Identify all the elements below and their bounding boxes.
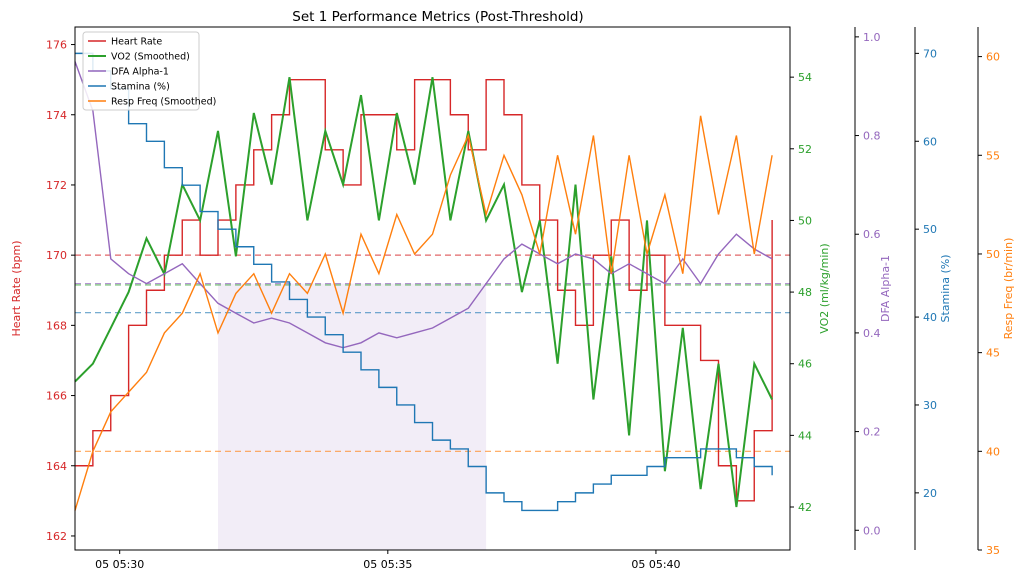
tick-label-stam: 40 bbox=[923, 311, 937, 324]
axis-label-stam: Stamina (%) bbox=[939, 254, 952, 322]
reference-lines bbox=[75, 254, 790, 452]
tick-label-resp: 40 bbox=[986, 445, 1000, 458]
tick-label-resp: 60 bbox=[986, 51, 1000, 64]
axis-label-hr: Heart Rate (bpm) bbox=[10, 240, 23, 336]
tick-label-dfa: 0.2 bbox=[863, 426, 881, 439]
tick-label-dfa: 0.8 bbox=[863, 130, 881, 143]
tick-label-stam: 50 bbox=[923, 223, 937, 236]
tick-label-hr: 174 bbox=[46, 109, 67, 122]
tick-label-vo2: 48 bbox=[798, 286, 812, 299]
series-resp-line bbox=[74, 115, 773, 511]
legend: Heart Rate VO2 (Smoothed) DFA Alpha-1 Stami… bbox=[82, 31, 216, 111]
x-tick-label: 05 05:40 bbox=[631, 558, 680, 571]
tick-label-vo2: 46 bbox=[798, 358, 812, 371]
series-lines bbox=[74, 52, 773, 512]
tick-label-hr: 170 bbox=[46, 249, 67, 262]
tick-label-hr: 166 bbox=[46, 390, 67, 403]
tick-label-hr: 172 bbox=[46, 179, 67, 192]
legend-label-vo2: VO2 (Smoothed) bbox=[111, 52, 190, 63]
legend-box bbox=[82, 31, 200, 111]
legend-label-dfa: DFA Alpha-1 bbox=[111, 67, 169, 78]
tick-label-stam: 20 bbox=[923, 487, 937, 500]
tick-label-hr: 164 bbox=[46, 460, 67, 473]
tick-label-dfa: 0.4 bbox=[863, 327, 881, 340]
tick-label-resp: 55 bbox=[986, 149, 1000, 162]
tick-label-stam: 30 bbox=[923, 399, 937, 412]
series-dfa-line bbox=[74, 61, 773, 349]
tick-label-vo2: 44 bbox=[798, 429, 812, 442]
legend-label-stam: Stamina (%) bbox=[111, 82, 170, 93]
tick-label-hr: 168 bbox=[46, 319, 67, 332]
axes: 162 164 166 168 170 172 174 176 Heart Rate (bpm)… bbox=[10, 27, 1015, 571]
series-stam-line bbox=[75, 52, 773, 512]
tick-label-resp: 35 bbox=[986, 544, 1000, 557]
x-tick-label: 05 05:30 bbox=[95, 558, 144, 571]
chart-title: Set 1 Performance Metrics (Post-Threshol… bbox=[292, 9, 583, 25]
tick-label-dfa: 0.0 bbox=[863, 524, 881, 537]
tick-label-dfa: 1.0 bbox=[863, 31, 881, 44]
tick-label-hr: 176 bbox=[46, 39, 67, 52]
axis-label-vo2: VO2 (ml/kg/min) bbox=[818, 243, 831, 333]
tick-label-vo2: 50 bbox=[798, 214, 812, 227]
legend-label-resp: Resp Freq (Smoothed) bbox=[111, 97, 216, 108]
series-vo2-line bbox=[74, 77, 773, 508]
tick-label-stam: 60 bbox=[923, 135, 937, 148]
axis-label-resp: Resp Freq (br/min) bbox=[1002, 238, 1015, 340]
tick-label-hr: 162 bbox=[46, 530, 67, 543]
tick-label-resp: 45 bbox=[986, 347, 1000, 360]
highlight-bands bbox=[218, 283, 487, 550]
plot-frame bbox=[74, 26, 791, 551]
tick-label-dfa: 0.6 bbox=[863, 228, 881, 241]
tick-label-resp: 50 bbox=[986, 248, 1000, 261]
tick-label-stam: 70 bbox=[923, 47, 937, 60]
tick-label-vo2: 54 bbox=[798, 71, 812, 84]
tick-label-vo2: 52 bbox=[798, 143, 812, 156]
axis-label-dfa: DFA Alpha-1 bbox=[879, 255, 892, 322]
tick-label-vo2: 42 bbox=[798, 501, 812, 514]
dfa-low-band-0 bbox=[218, 283, 487, 550]
legend-label-hr: Heart Rate bbox=[111, 37, 162, 48]
x-tick-label: 05 05:35 bbox=[363, 558, 412, 571]
